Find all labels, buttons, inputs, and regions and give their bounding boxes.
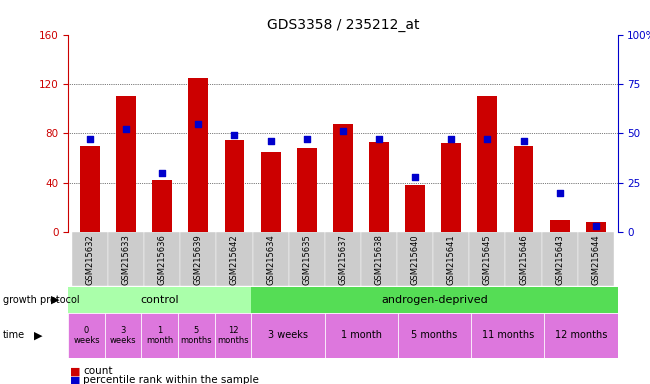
Point: [193, 121, 203, 127]
Bar: [142, 313, 178, 358]
Bar: [261, 152, 281, 232]
Bar: [68, 287, 252, 313]
Bar: [80, 146, 100, 232]
Bar: [433, 232, 469, 286]
Text: GSM215634: GSM215634: [266, 234, 275, 285]
Text: 3 weeks: 3 weeks: [268, 330, 308, 341]
Point: [446, 136, 456, 142]
Bar: [152, 180, 172, 232]
Bar: [297, 148, 317, 232]
Bar: [108, 232, 144, 286]
Text: GSM215632: GSM215632: [85, 234, 94, 285]
Text: control: control: [140, 295, 179, 305]
Bar: [578, 232, 614, 286]
Bar: [180, 232, 216, 286]
Point: [482, 136, 493, 142]
Text: percentile rank within the sample: percentile rank within the sample: [83, 375, 259, 384]
Point: [374, 136, 384, 142]
Text: GSM215643: GSM215643: [555, 234, 564, 285]
Text: 5
months: 5 months: [181, 326, 212, 345]
Bar: [541, 232, 578, 286]
Text: GSM215641: GSM215641: [447, 234, 456, 285]
Bar: [289, 232, 325, 286]
Title: GDS3358 / 235212_at: GDS3358 / 235212_at: [266, 18, 419, 32]
Text: 11 months: 11 months: [482, 330, 534, 341]
Bar: [214, 313, 252, 358]
Bar: [469, 232, 506, 286]
Text: time: time: [3, 330, 25, 340]
Text: 1 month: 1 month: [341, 330, 382, 341]
Point: [302, 136, 312, 142]
Bar: [586, 222, 606, 232]
Text: 5 months: 5 months: [411, 330, 458, 341]
Text: growth protocol: growth protocol: [3, 295, 80, 305]
Point: [265, 138, 276, 144]
Text: ■: ■: [70, 366, 81, 376]
Bar: [325, 232, 361, 286]
Bar: [506, 232, 541, 286]
Bar: [441, 143, 461, 232]
Bar: [105, 313, 142, 358]
Text: 12
months: 12 months: [217, 326, 249, 345]
Text: GSM215639: GSM215639: [194, 234, 203, 285]
Text: 12 months: 12 months: [554, 330, 607, 341]
Text: GSM215645: GSM215645: [483, 234, 492, 285]
Bar: [253, 232, 289, 286]
Bar: [72, 232, 108, 286]
Point: [157, 170, 168, 176]
Bar: [550, 220, 569, 232]
Point: [229, 132, 240, 139]
Text: GSM215644: GSM215644: [592, 234, 601, 285]
Point: [121, 126, 131, 132]
Point: [410, 174, 421, 180]
Bar: [478, 96, 497, 232]
Point: [554, 190, 565, 196]
Bar: [252, 313, 324, 358]
Point: [84, 136, 95, 142]
Point: [518, 138, 528, 144]
Text: androgen-deprived: androgen-deprived: [381, 295, 488, 305]
Bar: [361, 232, 397, 286]
Text: ■: ■: [70, 375, 81, 384]
Bar: [224, 140, 244, 232]
Bar: [333, 124, 353, 232]
Bar: [178, 313, 215, 358]
Bar: [216, 232, 253, 286]
Text: GSM215642: GSM215642: [230, 234, 239, 285]
Bar: [369, 142, 389, 232]
Bar: [68, 313, 105, 358]
Bar: [144, 232, 180, 286]
Text: GSM215640: GSM215640: [411, 234, 420, 285]
Bar: [405, 185, 425, 232]
Bar: [397, 232, 433, 286]
Bar: [116, 96, 136, 232]
Bar: [514, 146, 534, 232]
Text: GSM215636: GSM215636: [158, 234, 166, 285]
Bar: [471, 313, 544, 358]
Text: count: count: [83, 366, 112, 376]
Text: GSM215637: GSM215637: [339, 234, 347, 285]
Point: [338, 128, 348, 134]
Bar: [188, 78, 208, 232]
Text: GSM215635: GSM215635: [302, 234, 311, 285]
Bar: [398, 313, 471, 358]
Bar: [324, 313, 398, 358]
Text: GSM215646: GSM215646: [519, 234, 528, 285]
Text: ▶: ▶: [34, 330, 42, 340]
Point: [591, 223, 601, 230]
Text: 3
weeks: 3 weeks: [110, 326, 136, 345]
Text: GSM215633: GSM215633: [122, 234, 131, 285]
Text: 1
month: 1 month: [146, 326, 174, 345]
Bar: [544, 313, 618, 358]
Text: 0
weeks: 0 weeks: [73, 326, 100, 345]
Text: ▶: ▶: [51, 295, 60, 305]
Text: GSM215638: GSM215638: [374, 234, 384, 285]
Bar: [252, 287, 618, 313]
